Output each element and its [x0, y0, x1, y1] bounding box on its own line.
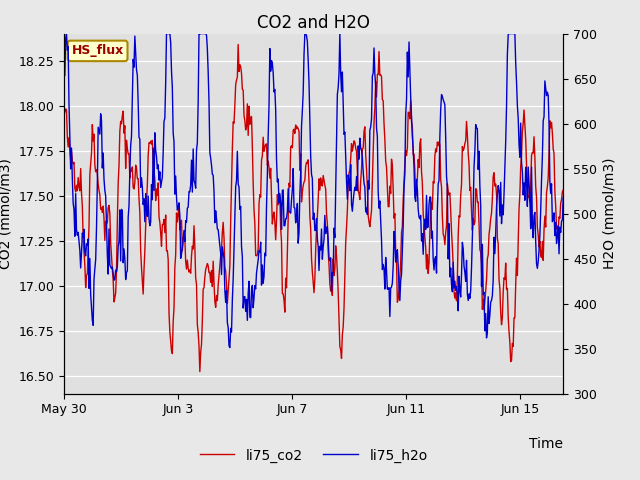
li75_h2o [63, 31, 70, 36]
li75_co2 [395, 287, 403, 293]
li75_h2o [189, 146, 197, 152]
li75_co2 [234, 42, 242, 48]
li75_h2o [149, 145, 157, 151]
li75_co2 [356, 197, 364, 203]
Text: HS_flux: HS_flux [72, 44, 124, 58]
Line: li75_co2: li75_co2 [64, 45, 563, 372]
li75_h2o [559, 194, 567, 200]
li75_h2o [226, 345, 234, 350]
Line: li75_h2o: li75_h2o [64, 34, 563, 348]
li75_h2o [60, 72, 68, 78]
Text: Time: Time [529, 437, 563, 451]
li75_h2o [438, 92, 445, 97]
li75_co2 [196, 369, 204, 374]
li75_h2o [395, 284, 403, 289]
Y-axis label: CO2 (mmol/m3): CO2 (mmol/m3) [0, 158, 13, 269]
Title: CO2 and H2O: CO2 and H2O [257, 14, 370, 32]
li75_co2 [438, 184, 445, 190]
li75_co2 [559, 187, 567, 193]
li75_h2o [356, 135, 364, 141]
Legend: li75_co2, li75_h2o: li75_co2, li75_h2o [194, 443, 433, 468]
li75_co2 [287, 143, 295, 149]
li75_co2 [148, 137, 156, 143]
li75_h2o [287, 197, 295, 203]
li75_co2 [60, 108, 68, 114]
li75_co2 [189, 243, 196, 249]
Y-axis label: H2O (mmol/m3): H2O (mmol/m3) [602, 158, 616, 269]
